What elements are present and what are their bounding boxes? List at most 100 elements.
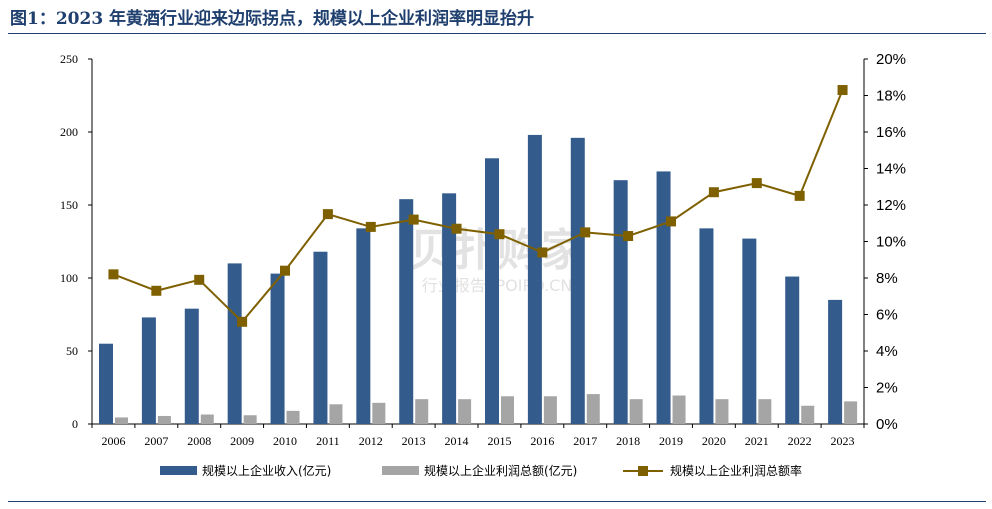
bar-profit xyxy=(629,399,643,424)
x-tick-label: 2020 xyxy=(702,434,726,448)
bar-revenue xyxy=(570,137,585,424)
rate-point xyxy=(494,229,505,240)
bar-revenue xyxy=(699,228,714,424)
y-left-tick-label: 50 xyxy=(66,344,78,358)
y-right-tick-label: 18% xyxy=(876,88,906,105)
x-tick-label: 2011 xyxy=(316,434,340,448)
legend-swatch-revenue xyxy=(160,466,197,475)
y-left-tick-label: 100 xyxy=(60,271,78,285)
bar-profit xyxy=(801,405,815,424)
bar-revenue xyxy=(99,343,113,424)
bar-revenue xyxy=(313,251,328,424)
x-tick-label: 2010 xyxy=(273,434,297,448)
bar-revenue xyxy=(485,158,499,424)
bar-revenue xyxy=(656,171,671,424)
bar-profit xyxy=(543,396,557,424)
bar-revenue xyxy=(613,180,628,424)
bar-revenue xyxy=(227,263,242,424)
x-tick-label: 2009 xyxy=(230,434,254,448)
rate-point xyxy=(580,227,591,238)
bar-revenue xyxy=(527,134,542,425)
x-tick-label: 2019 xyxy=(659,434,683,448)
bar-profit xyxy=(200,414,214,424)
rate-point xyxy=(451,223,462,234)
y-left-tick-label: 250 xyxy=(60,52,78,66)
bar-revenue xyxy=(270,273,285,424)
bar-profit xyxy=(243,415,257,424)
bar-revenue xyxy=(141,317,156,424)
bar-revenue xyxy=(742,238,757,424)
rate-point xyxy=(794,190,805,201)
bar-profit xyxy=(115,417,128,424)
rate-point xyxy=(237,316,248,327)
rate-point xyxy=(365,221,376,232)
bar-profit xyxy=(372,402,386,424)
rate-point xyxy=(751,178,762,189)
x-tick-label: 2023 xyxy=(831,434,855,448)
bar-profit xyxy=(157,415,171,424)
bar-revenue xyxy=(356,228,371,424)
figure-title: 图1：2023 年黄酒行业迎来边际拐点，规模以上企业利润率明显抬升 xyxy=(10,9,535,29)
bar-revenue xyxy=(184,308,199,424)
legend-swatch-profit xyxy=(382,466,419,475)
x-tick-label: 2007 xyxy=(144,434,168,448)
rate-point xyxy=(623,231,634,242)
y-left-tick-label: 200 xyxy=(60,125,78,139)
x-tick-label: 2014 xyxy=(445,434,469,448)
rate-series-line xyxy=(113,89,844,324)
rate-line xyxy=(108,85,848,327)
rate-point xyxy=(837,85,848,96)
bar-revenue xyxy=(442,193,457,424)
rate-point xyxy=(108,269,119,280)
y-right-tick-label: 14% xyxy=(876,161,906,178)
rate-point xyxy=(537,247,548,258)
title-rule xyxy=(8,33,986,34)
x-tick-label: 2016 xyxy=(530,434,554,448)
bar-revenue xyxy=(828,299,843,424)
bottom-rule xyxy=(8,501,986,502)
legend: 规模以上企业收入(亿元) 规模以上企业利润总额(亿元) 规模以上企业利润总额率 xyxy=(160,463,802,478)
bar-profit xyxy=(501,396,514,424)
y-right-tick-label: 12% xyxy=(876,197,906,214)
bar-profit xyxy=(458,399,472,424)
bar-revenue xyxy=(399,199,414,424)
y-right-tick-label: 6% xyxy=(876,307,898,324)
bar-profit xyxy=(715,399,729,424)
bar-revenue xyxy=(785,276,800,424)
rate-point xyxy=(666,216,676,227)
bar-profit xyxy=(844,401,858,424)
x-tick-label: 2006 xyxy=(101,434,125,448)
rate-point xyxy=(322,209,333,220)
bar-profit xyxy=(758,399,772,424)
y-right-tick-label: 0% xyxy=(876,416,898,433)
x-tick-label: 2012 xyxy=(359,434,383,448)
legend-label-revenue: 规模以上企业收入(亿元) xyxy=(202,463,331,478)
bar-profit xyxy=(329,404,343,424)
x-tick-label: 2022 xyxy=(788,434,812,448)
bar-profit xyxy=(415,399,429,424)
x-tick-label: 2021 xyxy=(745,434,769,448)
rate-point xyxy=(280,265,290,276)
y-right-tick-label: 16% xyxy=(876,124,906,141)
y-left-tick-label: 150 xyxy=(60,198,78,212)
y-right-tick-label: 8% xyxy=(876,270,898,287)
tick-labels: 0 50 100 150 200 250 0% 2% 4% 6% 8% 10% 12% 14% 16% 18%… xyxy=(60,51,906,448)
rate-point xyxy=(708,187,719,198)
y-right-tick-label: 20% xyxy=(876,51,906,68)
rate-point xyxy=(408,214,419,225)
legend-label-profit: 规模以上企业利润总额(亿元) xyxy=(424,463,577,478)
bar-profit xyxy=(586,394,600,424)
bars xyxy=(99,134,858,425)
legend-label-rate: 规模以上企业利润总额率 xyxy=(670,463,802,478)
legend-swatch-rate-marker xyxy=(638,466,648,476)
x-tick-label: 2018 xyxy=(616,434,640,448)
bar-profit xyxy=(286,410,300,424)
y-right-tick-label: 10% xyxy=(876,234,906,251)
axes xyxy=(88,58,868,428)
rate-point xyxy=(194,274,205,285)
x-tick-label: 2015 xyxy=(487,434,511,448)
x-tick-label: 2013 xyxy=(402,434,426,448)
y-right-tick-label: 2% xyxy=(876,380,898,397)
x-tick-label: 2017 xyxy=(573,434,597,448)
